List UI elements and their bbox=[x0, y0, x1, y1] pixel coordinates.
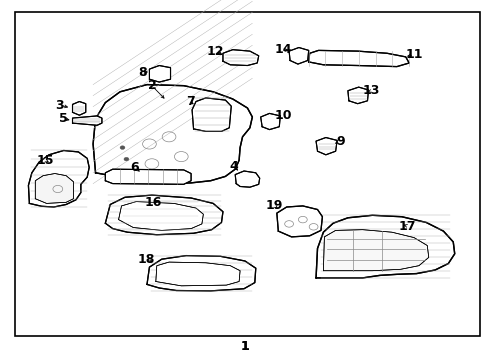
Polygon shape bbox=[289, 48, 309, 64]
Polygon shape bbox=[309, 50, 409, 67]
Text: 7: 7 bbox=[186, 95, 195, 108]
Polygon shape bbox=[277, 206, 322, 237]
Polygon shape bbox=[93, 85, 252, 184]
Polygon shape bbox=[147, 256, 256, 291]
Text: 8: 8 bbox=[138, 66, 147, 78]
Polygon shape bbox=[73, 116, 102, 125]
Circle shape bbox=[124, 157, 129, 161]
Text: 12: 12 bbox=[207, 45, 224, 58]
Polygon shape bbox=[316, 138, 337, 155]
Text: 19: 19 bbox=[266, 199, 283, 212]
Polygon shape bbox=[105, 169, 191, 184]
Text: 17: 17 bbox=[399, 220, 416, 233]
Text: 11: 11 bbox=[405, 48, 423, 61]
Polygon shape bbox=[261, 113, 280, 130]
Polygon shape bbox=[156, 262, 240, 286]
Text: 4: 4 bbox=[230, 160, 239, 173]
Text: 2: 2 bbox=[147, 79, 156, 92]
Text: 10: 10 bbox=[274, 109, 292, 122]
Polygon shape bbox=[28, 150, 89, 207]
Circle shape bbox=[120, 146, 125, 149]
Text: 9: 9 bbox=[336, 135, 345, 148]
Text: 14: 14 bbox=[274, 43, 292, 56]
Text: 1: 1 bbox=[241, 340, 249, 353]
Text: 3: 3 bbox=[55, 99, 64, 112]
Polygon shape bbox=[223, 50, 259, 66]
Polygon shape bbox=[323, 230, 429, 271]
Polygon shape bbox=[105, 195, 223, 235]
Polygon shape bbox=[35, 174, 74, 203]
Polygon shape bbox=[149, 66, 171, 82]
Polygon shape bbox=[235, 171, 260, 187]
Polygon shape bbox=[192, 98, 231, 131]
Text: 18: 18 bbox=[137, 253, 155, 266]
Polygon shape bbox=[348, 87, 368, 104]
Text: 15: 15 bbox=[36, 154, 54, 167]
Text: 6: 6 bbox=[130, 161, 139, 174]
Text: 5: 5 bbox=[59, 112, 68, 125]
Polygon shape bbox=[316, 215, 455, 278]
Polygon shape bbox=[119, 202, 203, 230]
Polygon shape bbox=[73, 102, 86, 115]
Text: 13: 13 bbox=[363, 84, 380, 97]
Text: 1: 1 bbox=[241, 340, 249, 353]
Text: 16: 16 bbox=[144, 196, 162, 209]
